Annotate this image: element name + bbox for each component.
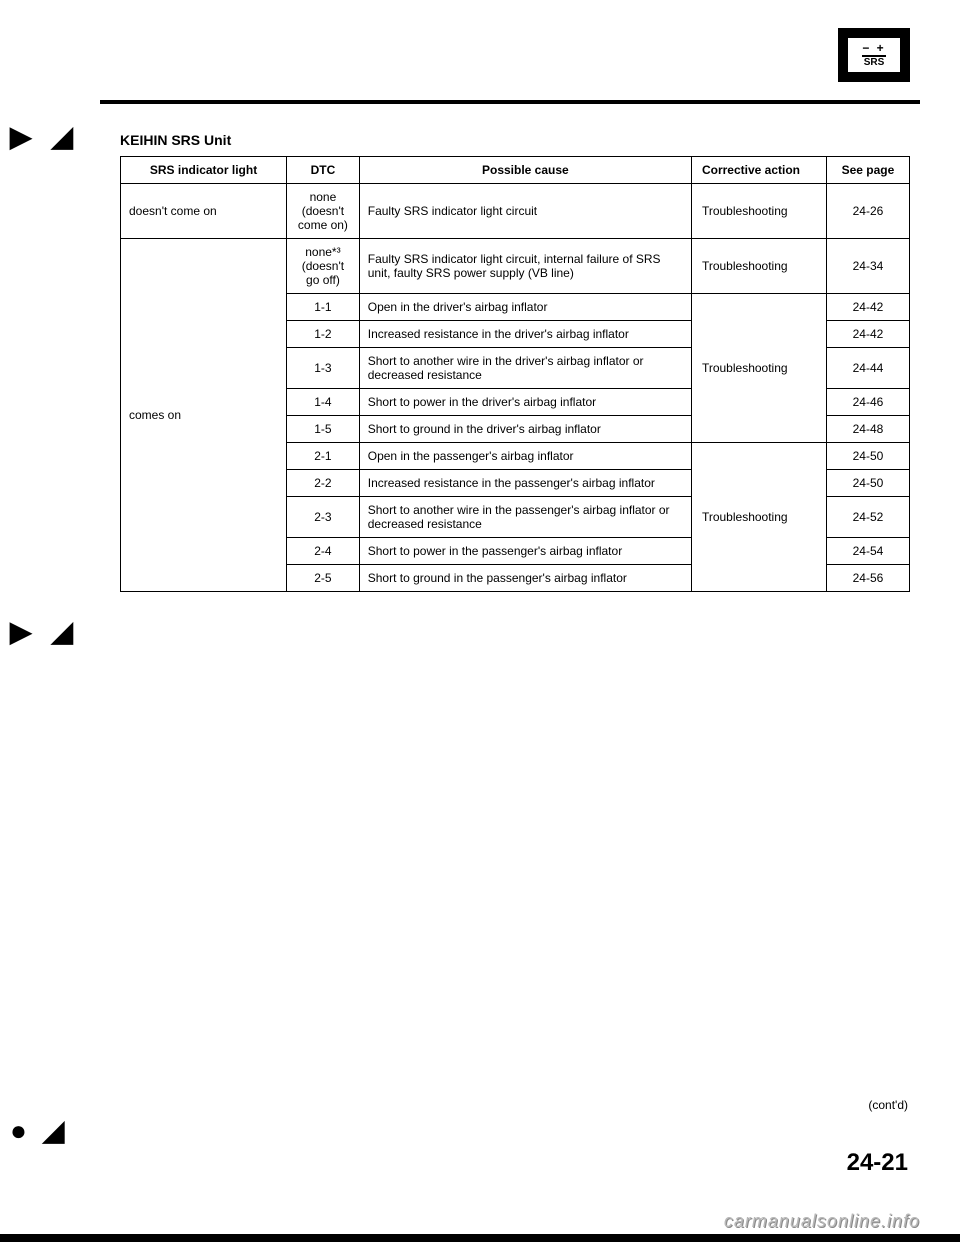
table-header-row: SRS indicator light DTC Possible cause C… (121, 157, 910, 184)
cell-page: 24-46 (826, 389, 909, 416)
cell-dtc: 1-4 (287, 389, 360, 416)
cell-page: 24-52 (826, 497, 909, 538)
cell-cause: Open in the passenger's airbag inflator (359, 443, 691, 470)
cell-page: 24-34 (826, 239, 909, 294)
cell-action: Troubleshooting (691, 294, 826, 443)
cell-dtc: 2-2 (287, 470, 360, 497)
cell-action: Troubleshooting (691, 184, 826, 239)
th-action: Corrective action (691, 157, 826, 184)
cell-srs: doesn't come on (121, 184, 287, 239)
cell-page: 24-42 (826, 321, 909, 348)
cell-srs: comes on (121, 239, 287, 592)
cell-cause: Increased resistance in the driver's air… (359, 321, 691, 348)
cell-page: 24-44 (826, 348, 909, 389)
cell-page: 24-50 (826, 470, 909, 497)
table-row: doesn't come on none (doesn't come on) F… (121, 184, 910, 239)
cell-cause: Faulty SRS indicator light circuit, inte… (359, 239, 691, 294)
top-rule (100, 100, 920, 104)
cell-page: 24-42 (826, 294, 909, 321)
cell-page: 24-50 (826, 443, 909, 470)
cell-dtc: 2-1 (287, 443, 360, 470)
cell-dtc: 2-4 (287, 538, 360, 565)
page-number: 24-21 (847, 1149, 908, 1177)
cell-dtc: none (doesn't come on) (287, 184, 360, 239)
cell-page: 24-56 (826, 565, 909, 592)
th-page: See page (826, 157, 909, 184)
cell-cause: Short to power in the driver's airbag in… (359, 389, 691, 416)
cell-cause: Short to ground in the driver's airbag i… (359, 416, 691, 443)
srs-badge-bottom: SRS (864, 58, 885, 68)
cell-dtc: 1-3 (287, 348, 360, 389)
th-srs: SRS indicator light (121, 157, 287, 184)
cell-cause: Increased resistance in the passenger's … (359, 470, 691, 497)
page-container: − + SRS ▶ ◢ ▶ ◢ ● ◢ KEIHIN SRS Unit SRS … (0, 0, 960, 1242)
srs-badge: − + SRS (838, 28, 910, 82)
cell-dtc: 1-1 (287, 294, 360, 321)
cell-cause: Short to another wire in the passenger's… (359, 497, 691, 538)
th-cause: Possible cause (359, 157, 691, 184)
cell-action: Troubleshooting (691, 239, 826, 294)
cell-page: 24-26 (826, 184, 909, 239)
cell-action: Troubleshooting (691, 443, 826, 592)
table-row: comes on none*³ (doesn't go off) Faulty … (121, 239, 910, 294)
section-title: KEIHIN SRS Unit (120, 132, 920, 148)
cell-cause: Short to another wire in the driver's ai… (359, 348, 691, 389)
cell-cause: Short to power in the passenger's airbag… (359, 538, 691, 565)
cell-page: 24-48 (826, 416, 909, 443)
cell-cause: Open in the driver's airbag inflator (359, 294, 691, 321)
margin-decor-3: ● ◢ (10, 1114, 68, 1147)
cell-dtc: 1-2 (287, 321, 360, 348)
contd-label: (cont'd) (868, 1098, 908, 1112)
th-dtc: DTC (287, 157, 360, 184)
bottom-bar (0, 1234, 960, 1242)
cell-cause: Short to ground in the passenger's airba… (359, 565, 691, 592)
cell-dtc: 1-5 (287, 416, 360, 443)
cell-dtc: 2-3 (287, 497, 360, 538)
cell-dtc: none*³ (doesn't go off) (287, 239, 360, 294)
watermark: carmanualsonline.info (724, 1211, 920, 1232)
cell-cause: Faulty SRS indicator light circuit (359, 184, 691, 239)
srs-badge-top: − + (862, 42, 885, 57)
margin-decor-2: ▶ ◢ (10, 615, 79, 648)
srs-badge-inner: − + SRS (848, 38, 900, 72)
cell-page: 24-54 (826, 538, 909, 565)
margin-decor-1: ▶ ◢ (10, 120, 79, 153)
dtc-table: SRS indicator light DTC Possible cause C… (120, 156, 910, 592)
cell-dtc: 2-5 (287, 565, 360, 592)
